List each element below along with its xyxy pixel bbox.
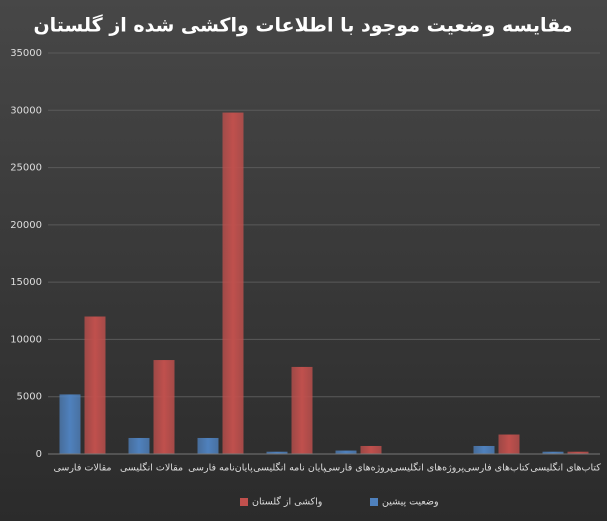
bar bbox=[222, 112, 244, 454]
x-tick-label: پایان‌نامه فارسی bbox=[188, 463, 253, 474]
bar bbox=[567, 451, 589, 454]
y-tick-label: 35000 bbox=[10, 48, 42, 59]
bar bbox=[498, 434, 520, 454]
legend-label: واکشی از گلستان bbox=[252, 496, 322, 508]
legend-label: وضعیت پیشین bbox=[382, 497, 439, 508]
y-tick-label: 10000 bbox=[10, 334, 42, 345]
y-tick-label: 15000 bbox=[10, 277, 42, 288]
bar bbox=[266, 451, 288, 454]
y-tick-label: 25000 bbox=[10, 163, 42, 174]
bar bbox=[84, 316, 106, 454]
x-tick-label: مقالات انگلیسی bbox=[120, 462, 183, 474]
bar bbox=[360, 445, 382, 454]
bar bbox=[473, 445, 495, 454]
x-tick-label: مقالات فارسی bbox=[53, 463, 111, 474]
x-tick-label: پایان نامه انگلیسی bbox=[253, 462, 326, 474]
bar bbox=[59, 394, 81, 454]
x-tick-label: پروژه‌های فارسی bbox=[324, 463, 393, 474]
chart-title: مقایسه وضعیت موجود با اطلاعات واکشی شده … bbox=[33, 14, 572, 37]
bar bbox=[335, 450, 357, 454]
y-tick-label: 0 bbox=[36, 449, 42, 460]
bar bbox=[542, 451, 564, 454]
bar bbox=[197, 437, 219, 454]
bar bbox=[291, 366, 313, 454]
y-tick-label: 5000 bbox=[17, 392, 42, 403]
legend-swatch bbox=[370, 498, 378, 506]
bar bbox=[128, 437, 150, 454]
x-tick-label: کتاب‌های فارسی bbox=[464, 463, 530, 474]
bar bbox=[153, 360, 175, 454]
y-tick-label: 20000 bbox=[10, 220, 42, 231]
legend-swatch bbox=[240, 498, 248, 506]
x-tick-label: کتاب‌های انگلیسی bbox=[530, 462, 601, 474]
x-tick-label: پروژه‌های انگلیسی bbox=[391, 462, 465, 474]
y-tick-label: 30000 bbox=[10, 105, 42, 116]
